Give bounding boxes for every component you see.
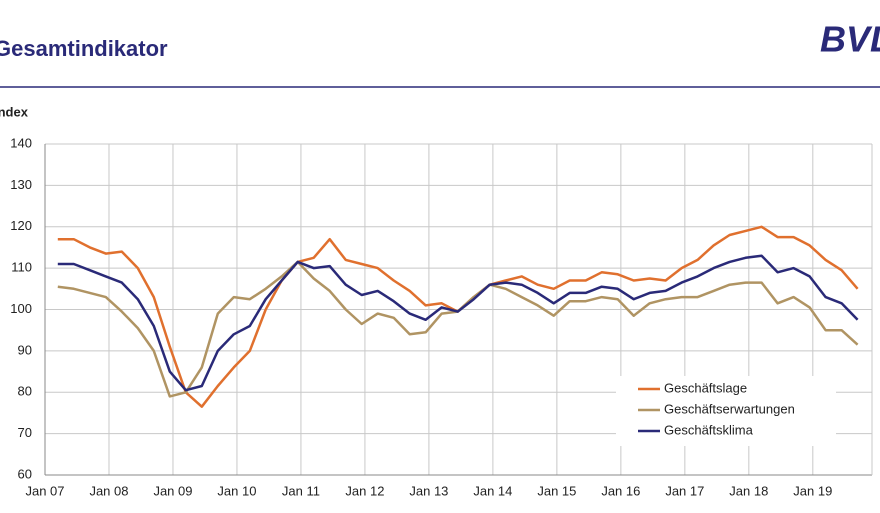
x-tick-label: Jan 09 [153, 483, 192, 498]
x-tick-label: Jan 17 [665, 483, 704, 498]
legend-label: Geschäftslage [664, 380, 747, 395]
series-line [57, 254, 859, 392]
x-tick-label: Jan 11 [282, 483, 320, 498]
x-tick-label: Jan 12 [345, 483, 384, 498]
y-tick-label: 70 [18, 425, 32, 440]
y-tick-label: 60 [18, 466, 32, 481]
y-tick-label: 100 [10, 301, 32, 316]
y-tick-label: 130 [10, 177, 32, 192]
chart-title: Gesamtindikator [0, 36, 168, 61]
legend-label: Geschäftsklima [664, 422, 754, 437]
y-tick-label: 90 [18, 342, 32, 357]
y-tick-label: 110 [11, 260, 32, 275]
x-tick-label: Jan 15 [537, 483, 576, 498]
y-tick-label: 80 [18, 384, 32, 399]
x-tick-label: Jan 10 [217, 483, 256, 498]
y-tick-label: 120 [10, 218, 32, 233]
x-tick-label: Jan 13 [409, 483, 448, 498]
x-tick-label: Jan 16 [601, 483, 640, 498]
x-tick-label: Jan 14 [473, 483, 512, 498]
x-tick-label: Jan 19 [793, 483, 832, 498]
x-tick-label: Jan 18 [729, 483, 768, 498]
legend-label: Geschäftserwartungen [664, 401, 795, 416]
y-axis-label: Index [0, 104, 29, 119]
y-tick-label: 140 [10, 135, 32, 150]
x-tick-label: Jan 07 [25, 483, 64, 498]
x-tick-label: Jan 08 [89, 483, 128, 498]
logo: BVL [820, 19, 880, 60]
